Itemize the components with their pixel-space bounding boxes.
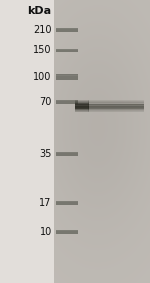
FancyBboxPatch shape — [88, 106, 144, 107]
FancyBboxPatch shape — [75, 109, 89, 110]
FancyBboxPatch shape — [88, 102, 144, 103]
FancyBboxPatch shape — [88, 109, 144, 110]
FancyBboxPatch shape — [88, 104, 144, 105]
FancyBboxPatch shape — [75, 111, 89, 112]
FancyBboxPatch shape — [56, 49, 78, 50]
FancyBboxPatch shape — [88, 110, 144, 111]
FancyBboxPatch shape — [88, 108, 144, 109]
FancyBboxPatch shape — [75, 108, 89, 109]
FancyBboxPatch shape — [88, 105, 144, 106]
FancyBboxPatch shape — [88, 107, 144, 108]
FancyBboxPatch shape — [88, 110, 144, 111]
FancyBboxPatch shape — [75, 103, 89, 104]
FancyBboxPatch shape — [75, 104, 89, 105]
FancyBboxPatch shape — [75, 105, 89, 106]
FancyBboxPatch shape — [88, 111, 144, 112]
FancyBboxPatch shape — [88, 109, 144, 110]
FancyBboxPatch shape — [75, 107, 89, 108]
Text: 100: 100 — [33, 72, 52, 82]
FancyBboxPatch shape — [88, 107, 144, 108]
FancyBboxPatch shape — [0, 0, 54, 283]
FancyBboxPatch shape — [89, 104, 144, 108]
FancyBboxPatch shape — [88, 105, 144, 106]
FancyBboxPatch shape — [75, 110, 89, 111]
FancyBboxPatch shape — [75, 105, 89, 106]
FancyBboxPatch shape — [75, 108, 89, 109]
FancyBboxPatch shape — [88, 108, 144, 109]
Text: 17: 17 — [39, 198, 52, 208]
FancyBboxPatch shape — [75, 110, 89, 111]
Text: 70: 70 — [39, 97, 52, 107]
FancyBboxPatch shape — [88, 102, 144, 103]
FancyBboxPatch shape — [56, 201, 78, 205]
FancyBboxPatch shape — [56, 201, 78, 202]
FancyBboxPatch shape — [88, 100, 144, 101]
FancyBboxPatch shape — [56, 100, 78, 101]
FancyBboxPatch shape — [75, 111, 89, 112]
Text: kDa: kDa — [28, 6, 52, 16]
FancyBboxPatch shape — [88, 111, 144, 112]
FancyBboxPatch shape — [56, 230, 78, 231]
FancyBboxPatch shape — [75, 101, 89, 102]
FancyBboxPatch shape — [56, 152, 78, 153]
FancyBboxPatch shape — [75, 109, 89, 110]
FancyBboxPatch shape — [56, 100, 78, 104]
FancyBboxPatch shape — [56, 28, 78, 29]
FancyBboxPatch shape — [88, 101, 144, 102]
Text: 10: 10 — [39, 227, 52, 237]
Text: 210: 210 — [33, 25, 52, 35]
FancyBboxPatch shape — [75, 103, 89, 110]
FancyBboxPatch shape — [75, 106, 89, 107]
FancyBboxPatch shape — [75, 104, 89, 105]
FancyBboxPatch shape — [56, 74, 78, 80]
FancyBboxPatch shape — [88, 106, 144, 107]
FancyBboxPatch shape — [75, 102, 89, 103]
Text: 35: 35 — [39, 149, 52, 159]
FancyBboxPatch shape — [56, 28, 78, 31]
FancyBboxPatch shape — [75, 100, 89, 101]
FancyBboxPatch shape — [75, 107, 89, 108]
FancyBboxPatch shape — [56, 152, 78, 156]
FancyBboxPatch shape — [88, 104, 144, 105]
FancyBboxPatch shape — [75, 102, 89, 103]
Text: 150: 150 — [33, 45, 52, 55]
FancyBboxPatch shape — [56, 230, 78, 234]
FancyBboxPatch shape — [56, 48, 78, 52]
FancyBboxPatch shape — [56, 75, 78, 76]
FancyBboxPatch shape — [75, 106, 89, 107]
FancyBboxPatch shape — [88, 103, 144, 104]
